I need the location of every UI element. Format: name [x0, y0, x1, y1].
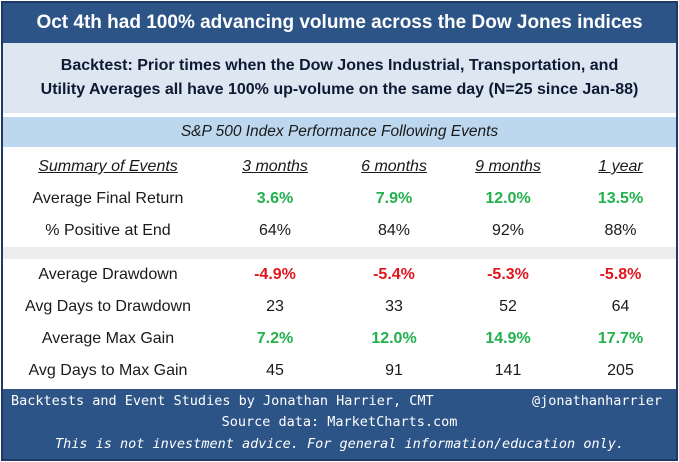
footer-social-handle: @jonathanharrier [531, 393, 662, 409]
backtest-description: Backtest: Prior times when the Dow Jones… [3, 43, 676, 113]
cell-value: 13.5% [597, 190, 644, 207]
cell-value: 88% [604, 222, 637, 239]
row-label: Avg Days to Max Gain [28, 362, 188, 379]
cell-value: 84% [377, 222, 411, 239]
cell-value: -4.9% [254, 266, 296, 283]
table-row-average-final-return: Average Final Return 3.6% 7.9% 12.0% 13.… [3, 183, 676, 215]
row-label: Avg Days to Drawdown [25, 298, 191, 315]
cell-value: 17.7% [597, 330, 644, 347]
section-title: S&P 500 Index Performance Following Even… [3, 117, 676, 147]
footer-disclaimer: This is not investment advice. For gener… [55, 436, 624, 452]
cell-value: 91 [385, 362, 403, 379]
cell-value: 64 [611, 298, 630, 315]
table-divider [3, 247, 676, 259]
cell-value: -5.3% [487, 266, 529, 283]
cell-value: 3.6% [256, 190, 294, 207]
footer-source: Source data: MarketCharts.com [221, 414, 458, 430]
cell-value: 64% [258, 222, 292, 239]
table-row-days-to-drawdown: Avg Days to Drawdown 23 33 52 64 [3, 291, 676, 323]
table-row-percent-positive: % Positive at End 64% 84% 92% 88% [3, 215, 676, 247]
cell-value: -5.8% [599, 266, 642, 283]
row-label: Average Final Return [32, 190, 184, 207]
row-label: Average Max Gain [41, 330, 175, 347]
cell-value: 45 [266, 362, 284, 379]
table-row-days-to-max-gain: Avg Days to Max Gain 45 91 141 205 [3, 355, 676, 387]
table-header-row: Summary of Events 3 months 6 months 9 mo… [3, 151, 676, 183]
cell-value: -5.4% [373, 266, 415, 283]
cell-value: 205 [607, 362, 634, 379]
cell-value: 52 [499, 298, 517, 315]
cell-value: 7.9% [375, 190, 413, 207]
table-row-average-max-gain: Average Max Gain 7.2% 12.0% 14.9% 17.7% [3, 323, 676, 355]
cell-value: 33 [385, 298, 403, 315]
footer-credit: Backtests and Event Studies by Jonathan … [11, 393, 434, 409]
column-header-3-months: 3 months [242, 158, 308, 175]
row-label: % Positive at End [45, 222, 171, 239]
column-header-6-months: 6 months [361, 158, 427, 175]
cell-value: 12.0% [485, 190, 531, 207]
column-header-9-months: 9 months [475, 158, 541, 175]
column-header-1-year: 1 year [598, 158, 643, 175]
backtest-line-2: Utility Averages all have 100% up-volume… [40, 81, 639, 98]
cell-value: 92% [491, 222, 525, 239]
page-title: Oct 4th had 100% advancing volume across… [3, 3, 676, 43]
row-label: Average Drawdown [38, 266, 178, 283]
column-header-summary: Summary of Events [38, 158, 178, 175]
cell-value: 141 [494, 362, 522, 379]
table-row-average-drawdown: Average Drawdown -4.9% -5.4% -5.3% -5.8% [3, 259, 676, 291]
backtest-line-1: Backtest: Prior times when the Dow Jones… [60, 57, 619, 74]
cell-value: 14.9% [485, 330, 531, 347]
cell-value: 23 [266, 298, 284, 315]
cell-value: 12.0% [371, 330, 417, 347]
cell-value: 7.2% [256, 330, 294, 347]
footer: Backtests and Event Studies by Jonathan … [3, 389, 676, 459]
